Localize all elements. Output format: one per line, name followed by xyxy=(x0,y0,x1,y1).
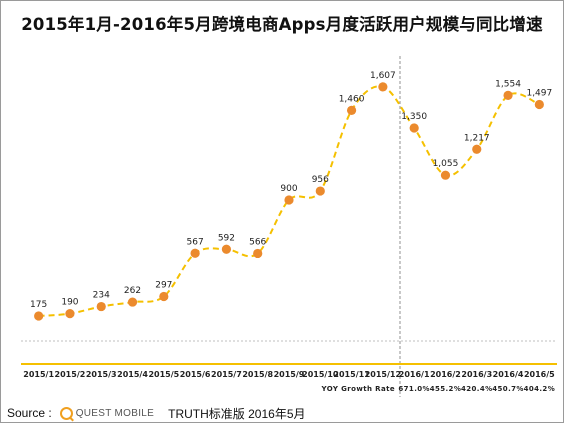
questmobile-logo-icon xyxy=(59,406,73,420)
data-point-2015-5 xyxy=(159,291,169,302)
data-label: 900 xyxy=(280,184,297,194)
x-tick-label: 2015/7 xyxy=(211,370,242,379)
data-label: 1,055 xyxy=(433,159,459,169)
data-point-2015-1 xyxy=(34,311,44,321)
x-tick-label: 2016/2 xyxy=(430,370,461,379)
data-label: 1,554 xyxy=(495,79,521,89)
yoy-value: 404.2% xyxy=(524,385,556,393)
data-point-2016-2 xyxy=(440,170,451,180)
data-label: 175 xyxy=(30,300,47,310)
data-label: 956 xyxy=(312,175,329,185)
x-tick-label: 2016/4 xyxy=(493,370,524,379)
x-tick-label: 2015/12 xyxy=(365,370,401,379)
x-tick-label: 2015/1 xyxy=(23,370,54,379)
series-line xyxy=(38,85,540,317)
data-label: 262 xyxy=(124,286,141,296)
yoy-value: 420.4% xyxy=(461,385,493,393)
data-point-2015-7 xyxy=(221,244,232,254)
x-tick-label: 2015/10 xyxy=(302,370,339,379)
source-line: Source : QUEST MOBILE TRUTH标准版 2016年5月 xyxy=(7,405,306,421)
data-point-2016-1 xyxy=(409,123,419,133)
data-point-2015-6 xyxy=(190,248,200,258)
data-point-2015-3 xyxy=(96,301,106,312)
x-tick-label: 2015/3 xyxy=(86,370,117,379)
data-label: 297 xyxy=(155,280,172,290)
yoy-value: 450.7% xyxy=(492,385,524,393)
data-label: 1,460 xyxy=(339,94,365,104)
data-label: 567 xyxy=(187,237,204,247)
x-tick-label: 2016/5 xyxy=(524,370,555,379)
x-tick-label: 2015/4 xyxy=(117,370,148,379)
x-tick-label: 2015/8 xyxy=(242,370,273,379)
data-point-2015-12 xyxy=(378,82,388,92)
data-label: 1,607 xyxy=(370,71,396,81)
data-point-2015-4 xyxy=(127,297,138,307)
yoy-label: YOY Growth Rate xyxy=(321,385,395,393)
data-point-2015-8 xyxy=(253,248,263,259)
x-tick-label: 2016/3 xyxy=(461,370,492,379)
data-label: 1,350 xyxy=(401,112,427,122)
data-point-2015-2 xyxy=(65,309,75,319)
data-label: 1,497 xyxy=(526,88,552,98)
x-tick-label: 2015/9 xyxy=(274,370,305,379)
x-tick-label: 2015/11 xyxy=(333,370,370,379)
data-point-2015-11 xyxy=(346,105,357,115)
data-label: 1,217 xyxy=(464,133,490,143)
x-tick-label: 2015/5 xyxy=(148,370,179,379)
source-label: Source : xyxy=(7,406,52,420)
chart-title: 2015年1月-2016年5月跨境电商Apps月度活跃用户规模与同比增速 xyxy=(21,15,543,34)
x-tick-label: 2015/2 xyxy=(55,370,86,379)
source-logo-text: QUEST MOBILE xyxy=(75,407,155,419)
data-point-2016-3 xyxy=(472,144,482,154)
data-point-2015-9 xyxy=(284,195,294,205)
source-edition: TRUTH标准版 2016年5月 xyxy=(168,406,306,421)
data-label: 234 xyxy=(93,291,110,301)
x-tick-label: 2016/1 xyxy=(399,370,430,379)
x-tick-label: 2015/6 xyxy=(180,370,211,379)
data-label: 190 xyxy=(61,298,78,308)
data-label: 592 xyxy=(218,233,235,243)
data-point-2015-10 xyxy=(315,186,325,196)
data-point-2016-4 xyxy=(503,90,513,100)
yoy-value: 671.0% xyxy=(398,385,430,393)
data-label: 566 xyxy=(249,237,266,247)
yoy-value: 455.2% xyxy=(430,385,462,393)
data-point-2016-5 xyxy=(534,99,544,110)
